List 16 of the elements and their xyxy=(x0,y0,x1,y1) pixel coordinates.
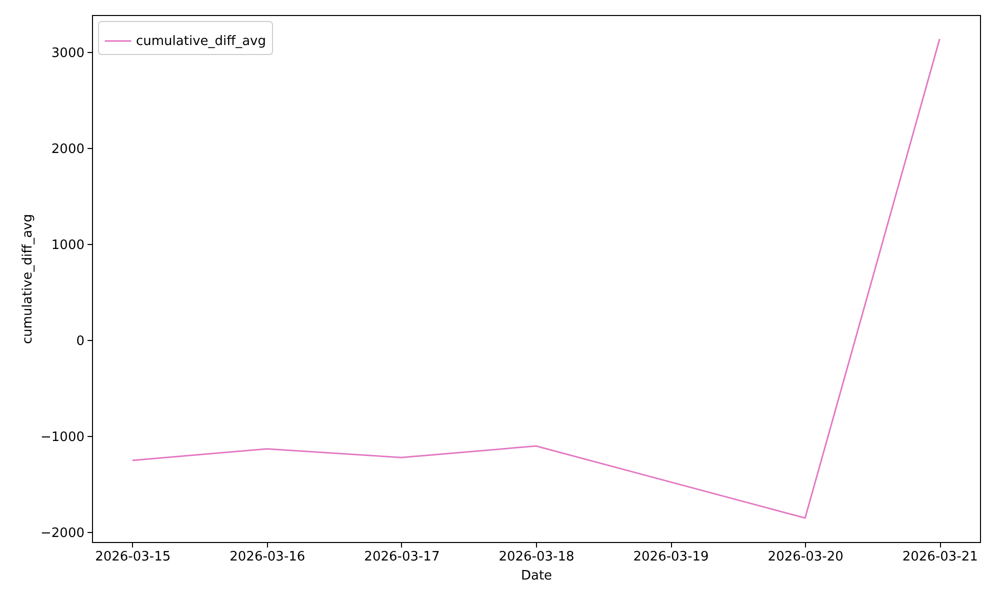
y-tick-label: −1000 xyxy=(40,430,84,445)
x-tick-label: 2026-03-18 xyxy=(498,550,574,564)
x-axis-title: Date xyxy=(520,568,552,584)
y-tick-label: −2000 xyxy=(40,526,84,541)
x-tick-label: 2026-03-15 xyxy=(95,550,171,564)
x-tick-label: 2026-03-17 xyxy=(364,550,440,564)
x-tick-label: 2026-03-20 xyxy=(768,550,844,564)
legend-label: cumulative_diff_avg xyxy=(136,34,266,49)
x-tick-label: 2026-03-19 xyxy=(633,550,709,564)
y-tick-label: 3000 xyxy=(51,46,84,61)
y-tick-label: 0 xyxy=(76,334,84,349)
y-tick-label: 1000 xyxy=(51,238,84,253)
y-axis-title: cumulative_diff_avg xyxy=(20,214,36,344)
y-tick-label: 2000 xyxy=(51,142,84,157)
x-tick-label: 2026-03-21 xyxy=(902,550,978,564)
x-tick-label: 2026-03-16 xyxy=(230,550,306,564)
